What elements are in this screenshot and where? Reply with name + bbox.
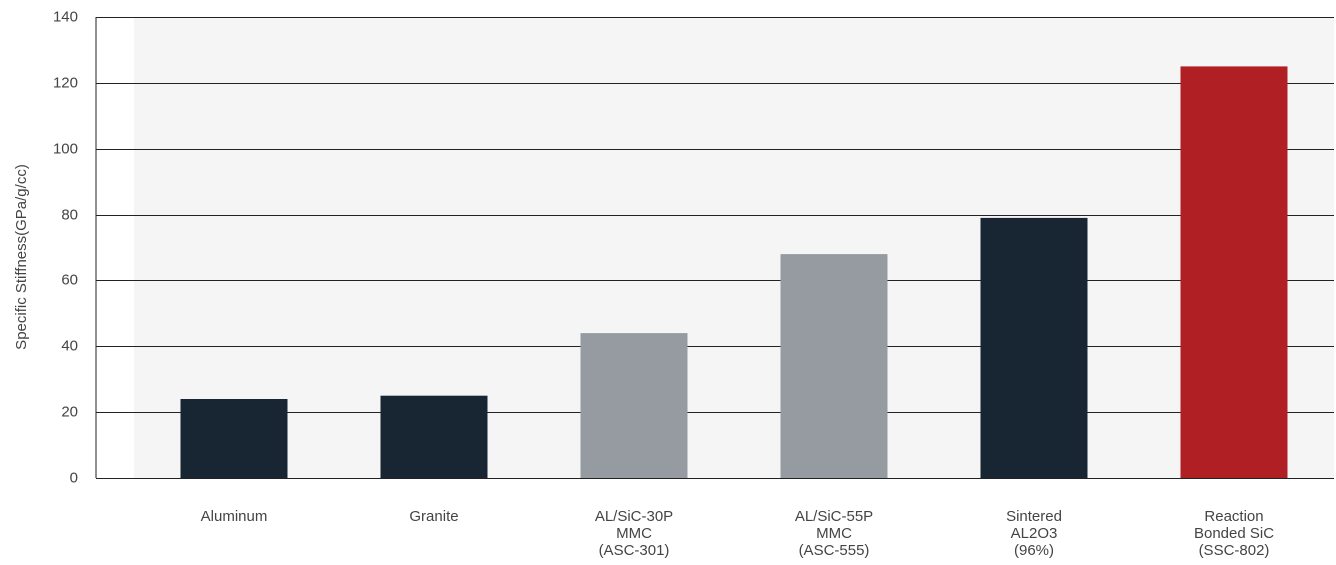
y-tick-label: 20: [61, 403, 78, 420]
x-category-label: Reaction Bonded SiC (SSC-802): [1194, 508, 1274, 559]
y-tick-label: 80: [61, 206, 78, 223]
x-category-label-line: MMC: [616, 525, 652, 542]
x-category-label: Granite: [409, 508, 458, 525]
bar: [380, 395, 488, 478]
plot-background: [134, 17, 1334, 478]
y-tick-label: 100: [53, 140, 78, 157]
bars: [180, 66, 1288, 479]
x-category-label-line: Granite: [409, 508, 458, 525]
y-tick-labels: 0 20 40 60 80 100 120 140: [53, 8, 78, 486]
bar: [180, 399, 288, 478]
bar: [980, 217, 1088, 478]
y-tick-label: 120: [53, 74, 78, 91]
x-category-label-line: Sintered: [1006, 508, 1062, 525]
x-category-label-line: Aluminum: [201, 508, 268, 525]
x-category-label-line: Bonded SiC: [1194, 525, 1274, 542]
bar: [780, 254, 888, 478]
bar: [1180, 66, 1288, 479]
x-category-label-line: AL/SiC-55P: [795, 508, 873, 525]
y-tick-label: 0: [70, 469, 78, 486]
x-category-labels: Aluminum Granite AL/SiC-30P MMC (ASC-301)AL/…: [201, 508, 1275, 559]
x-category-label: Sintered AL2O3 (96%): [1006, 508, 1062, 559]
gridlines: [96, 17, 1334, 479]
bar: [580, 333, 688, 478]
x-category-label-line: AL/SiC-30P: [595, 508, 673, 525]
x-category-label-line: (SSC-802): [1199, 542, 1270, 559]
x-category-label-line: (ASC-301): [599, 542, 670, 559]
y-tick-label: 40: [61, 337, 78, 354]
x-category-label: AL/SiC-55P MMC (ASC-555): [795, 508, 873, 559]
y-tick-label: 60: [61, 271, 78, 288]
x-category-label-line: AL2O3: [1011, 525, 1058, 542]
x-category-label: Aluminum: [201, 508, 268, 525]
x-category-label-line: Reaction: [1204, 508, 1263, 525]
x-category-label-line: (96%): [1014, 542, 1054, 559]
x-category-label-line: (ASC-555): [799, 542, 870, 559]
x-category-label: AL/SiC-30P MMC (ASC-301): [595, 508, 673, 559]
x-category-label-line: MMC: [816, 525, 852, 542]
y-axis-title: Specific Stiffness(GPa/g/cc): [13, 164, 30, 350]
y-tick-label: 140: [53, 8, 78, 25]
